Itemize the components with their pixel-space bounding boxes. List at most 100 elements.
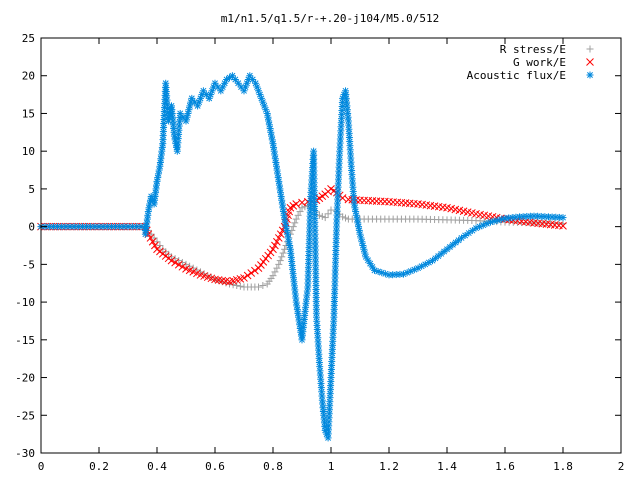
g-work-point xyxy=(264,251,273,260)
acoustic-flux-point xyxy=(559,214,567,222)
acoustic-flux-point xyxy=(328,349,336,357)
acoustic-flux-point xyxy=(152,189,160,197)
r-stress-point xyxy=(292,215,300,223)
acoustic-flux-point xyxy=(282,223,290,231)
r-stress-point xyxy=(175,257,183,265)
legend-label-r-stress: R stress/E xyxy=(500,43,566,56)
g-work-point xyxy=(274,234,283,242)
acoustic-flux-point xyxy=(468,227,476,235)
y-tick-label: -5 xyxy=(22,258,35,271)
g-work-point xyxy=(338,194,347,202)
g-work-point xyxy=(261,254,270,263)
r-stress-point xyxy=(269,272,277,280)
y-tick-label: -10 xyxy=(15,296,35,309)
y-tick-label: 25 xyxy=(22,32,35,45)
g-work-point xyxy=(273,237,281,246)
g-work-point xyxy=(146,234,155,242)
g-work-point xyxy=(259,257,268,266)
r-stress-point xyxy=(294,211,302,219)
g-work-point xyxy=(266,248,275,257)
r-stress-point xyxy=(153,238,161,246)
acoustic-flux-point xyxy=(458,234,465,242)
r-stress-point xyxy=(327,206,335,214)
acoustic-flux-point xyxy=(314,342,322,350)
x-tick-label: 0.8 xyxy=(263,460,283,473)
chart-title: m1/n1.5/q1.5/r-+.20-j104/M5.0/512 xyxy=(221,12,440,25)
g-work-point xyxy=(150,241,159,250)
acoustic-flux-point xyxy=(461,232,469,240)
r-stress-point xyxy=(204,272,212,280)
x-tick-label: 0 xyxy=(38,460,45,473)
acoustic-flux-point xyxy=(293,302,301,310)
legend-label-g-work: G work/E xyxy=(513,56,566,69)
axes: 0 0.2 0.4 0.6 0.8 1 1.2 1.4 1.6 1.8 2 25 20 15 10 5 0 -5 -… xyxy=(15,32,624,473)
r-stress-point xyxy=(276,257,284,265)
acoustic-flux-point xyxy=(497,215,505,223)
legend-label-acoustic-flux: Acoustic flux/E xyxy=(467,69,566,82)
acoustic-flux-point xyxy=(271,155,279,163)
r-stress-point xyxy=(339,213,347,221)
g-work-point xyxy=(292,200,301,208)
acoustic-flux-point xyxy=(246,72,254,80)
r-stress-point xyxy=(315,211,323,219)
acoustic-flux-point xyxy=(381,270,389,278)
y-tick-label: 20 xyxy=(22,70,35,83)
acoustic-flux-point xyxy=(199,87,207,95)
g-work-point xyxy=(174,260,183,269)
x-tick-label: 1.2 xyxy=(379,460,399,473)
acoustic-flux-point xyxy=(154,174,162,182)
g-work-point xyxy=(254,264,263,272)
x-tick-label: 1.6 xyxy=(495,460,515,473)
r-stress-point xyxy=(278,253,286,261)
r-stress-point xyxy=(324,210,332,218)
acoustic-flux-point xyxy=(231,76,239,83)
acoustic-flux-point xyxy=(465,229,473,237)
acoustic-flux-point xyxy=(188,94,196,102)
g-work-point xyxy=(247,269,256,277)
r-stress-point xyxy=(275,260,283,268)
series-g-work xyxy=(37,185,567,286)
g-work-point xyxy=(240,274,248,282)
acoustic-flux-point xyxy=(176,109,184,117)
y-tick-label: -30 xyxy=(15,447,35,460)
r-stress-point xyxy=(296,208,304,216)
acoustic-flux-point xyxy=(268,132,276,140)
g-work-point xyxy=(559,222,567,230)
g-work-point xyxy=(148,237,157,246)
r-stress-point xyxy=(233,281,241,289)
acoustic-flux-point xyxy=(275,177,283,185)
y-tick-label: 10 xyxy=(22,145,35,158)
acoustic-flux-point xyxy=(211,79,219,87)
g-work-point xyxy=(271,241,279,250)
acoustic-flux-point xyxy=(343,102,351,110)
acoustic-flux-point xyxy=(234,79,242,87)
acoustic-flux-point xyxy=(345,133,353,141)
acoustic-flux-point xyxy=(191,98,199,106)
legend-marker-g-work xyxy=(586,58,594,66)
y-tick-label: 0 xyxy=(28,221,35,234)
r-stress-point xyxy=(156,242,164,249)
x-tick-label: 1 xyxy=(328,460,335,473)
x-tick-label: 1.8 xyxy=(553,460,573,473)
acoustic-flux-point xyxy=(279,208,287,216)
r-stress-point xyxy=(289,223,297,231)
g-work-point xyxy=(171,258,179,267)
acoustic-flux-point xyxy=(374,268,382,276)
x-tick-label: 2 xyxy=(618,460,625,473)
g-work-point xyxy=(276,230,285,239)
r-stress-point xyxy=(236,282,244,290)
g-work-point xyxy=(269,245,277,254)
r-stress-point xyxy=(342,214,349,222)
legend-marker-r-stress xyxy=(586,45,594,53)
r-stress-point xyxy=(189,264,197,272)
acoustic-flux-point xyxy=(270,147,278,155)
r-stress-point xyxy=(255,283,262,291)
g-work-point xyxy=(243,271,252,280)
r-stress-point xyxy=(168,253,175,261)
r-stress-point xyxy=(178,258,186,266)
y-tick-label: 15 xyxy=(22,107,35,120)
x-tick-label: 1.4 xyxy=(437,460,457,473)
x-tick-label: 0.2 xyxy=(89,460,109,473)
